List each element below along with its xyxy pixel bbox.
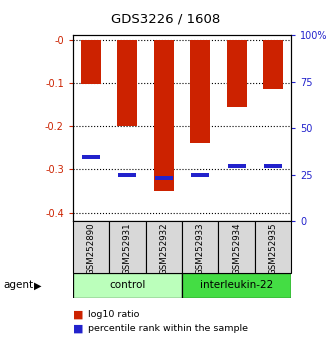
Text: GSM252933: GSM252933: [196, 223, 205, 275]
Bar: [191, 173, 209, 177]
Bar: [73, 273, 182, 298]
Text: GSM252934: GSM252934: [232, 223, 241, 275]
Bar: [227, 40, 247, 107]
Text: GSM252931: GSM252931: [123, 223, 132, 275]
Text: ■: ■: [73, 310, 83, 320]
Bar: [218, 221, 255, 273]
Bar: [118, 173, 136, 177]
Bar: [182, 221, 218, 273]
Bar: [182, 273, 291, 298]
Text: GSM252932: GSM252932: [159, 223, 168, 275]
Text: control: control: [109, 280, 146, 290]
Text: GSM252935: GSM252935: [268, 223, 278, 275]
Bar: [146, 221, 182, 273]
Bar: [81, 40, 101, 84]
Bar: [263, 40, 283, 90]
Bar: [118, 40, 137, 126]
Bar: [155, 176, 173, 180]
Text: GDS3226 / 1608: GDS3226 / 1608: [111, 12, 220, 25]
Bar: [109, 221, 146, 273]
Bar: [73, 221, 109, 273]
Text: GSM252890: GSM252890: [86, 223, 96, 275]
Text: log10 ratio: log10 ratio: [88, 310, 139, 319]
Bar: [255, 221, 291, 273]
Text: percentile rank within the sample: percentile rank within the sample: [88, 324, 248, 333]
Bar: [154, 40, 174, 191]
Bar: [264, 164, 282, 168]
Text: interleukin-22: interleukin-22: [200, 280, 273, 290]
Text: ■: ■: [73, 323, 83, 333]
Bar: [190, 40, 210, 143]
Text: agent: agent: [3, 280, 33, 290]
Bar: [82, 155, 100, 159]
Text: ▶: ▶: [34, 280, 42, 290]
Bar: [228, 164, 246, 168]
